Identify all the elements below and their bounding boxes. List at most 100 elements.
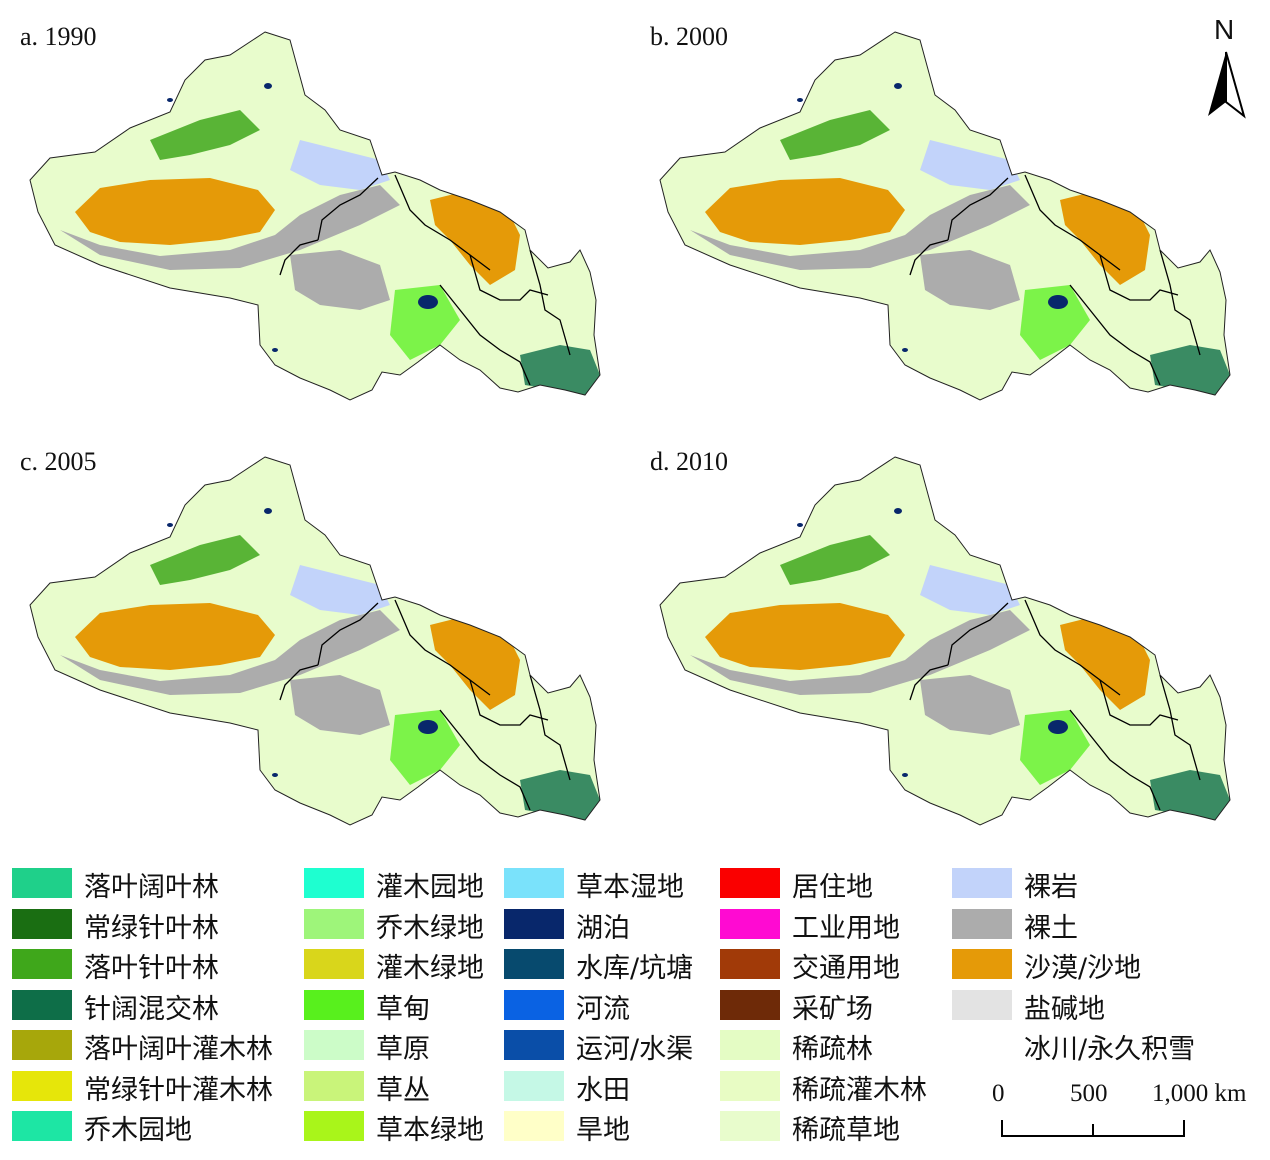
- lake: [797, 523, 803, 527]
- map-panel-2000: b. 2000: [630, 0, 1260, 420]
- bare-rock-area: [920, 140, 1020, 190]
- legend-label: 沙漠/沙地: [1024, 953, 1142, 984]
- scale-tick-label: 0: [992, 1080, 1005, 1107]
- legend-swatch: [952, 989, 1012, 1020]
- province-border: [279, 239, 319, 276]
- lake: [167, 523, 173, 527]
- legend-swatch: [12, 989, 72, 1020]
- bare-soil-area: [690, 185, 1030, 270]
- bare-soil-area: [60, 185, 400, 270]
- region-outline: [29, 456, 601, 826]
- province-border: [1069, 709, 1161, 811]
- scale-tick-label: 1,000 km: [1152, 1080, 1247, 1107]
- legend-label: 常绿针叶林: [84, 912, 219, 944]
- legend-swatch: [720, 1111, 780, 1141]
- bare-rock-area: [290, 565, 390, 615]
- desert-area: [1060, 190, 1150, 285]
- legend-swatch: [504, 989, 564, 1020]
- legend-label: 灌木园地: [376, 872, 484, 903]
- legend-swatch: [504, 949, 564, 979]
- legend-label: 水库/坑塘: [576, 953, 694, 984]
- legend-swatch: [720, 1070, 780, 1101]
- legend-swatch: [720, 1030, 780, 1060]
- legend-swatch: [504, 1070, 564, 1101]
- province-border: [947, 602, 1009, 666]
- desert-area: [430, 190, 520, 285]
- legend-label: 稀疏林: [792, 1034, 873, 1065]
- legend-label: 草本绿地: [376, 1115, 484, 1146]
- legend-swatch: [12, 908, 72, 939]
- lake: [418, 295, 438, 309]
- legend-label: 灌木绿地: [376, 953, 484, 984]
- lake: [418, 720, 438, 734]
- scale-tick-label: 500: [1070, 1080, 1108, 1107]
- legend-label: 草原: [376, 1034, 430, 1065]
- legend-swatch: [304, 868, 364, 898]
- legend-label: 冰川/永久积雪: [1024, 1034, 1196, 1065]
- province-border: [1069, 284, 1161, 386]
- map-image: [659, 456, 1231, 826]
- forest-area: [1150, 345, 1230, 395]
- province-border: [1159, 674, 1201, 781]
- legend-swatch: [504, 908, 564, 939]
- panel-label: a. 1990: [20, 22, 97, 51]
- legend-label: 草丛: [376, 1074, 430, 1106]
- forest-area: [150, 535, 260, 585]
- panel-label: d. 2010: [650, 447, 728, 476]
- legend-label: 乔木园地: [84, 1115, 192, 1146]
- north-arrow-icon: [1208, 51, 1246, 119]
- legend-swatch: [720, 989, 780, 1020]
- forest-area: [780, 110, 890, 160]
- province-border: [1024, 174, 1121, 271]
- lake: [264, 83, 272, 89]
- desert-area: [705, 178, 905, 245]
- province-border: [394, 599, 491, 696]
- lake: [902, 773, 908, 777]
- province-border: [394, 174, 491, 271]
- legend-label: 盐碱地: [1024, 993, 1105, 1025]
- legend-label: 乔木绿地: [376, 912, 484, 944]
- lake: [797, 98, 803, 102]
- bare-soil-area: [690, 610, 1030, 695]
- legend-swatch: [304, 949, 364, 979]
- province-border: [1024, 599, 1121, 696]
- legend-label: 常绿针叶灌木林: [84, 1074, 273, 1106]
- map-panel-2010: d. 2010: [630, 425, 1260, 845]
- map-image: [29, 31, 601, 401]
- north-arrow: N: [1196, 14, 1256, 124]
- map-panel-2005: c. 2005: [0, 425, 630, 845]
- landcover-layer: [60, 535, 600, 820]
- legend-label: 裸岩: [1024, 872, 1078, 903]
- bare-soil-area: [920, 675, 1020, 735]
- lake: [264, 508, 272, 514]
- lake: [1048, 295, 1068, 309]
- forest-area: [780, 535, 890, 585]
- north-label: N: [1214, 14, 1235, 45]
- desert-area: [430, 615, 520, 710]
- lake: [272, 348, 278, 352]
- legend-label: 落叶阔叶林: [84, 872, 219, 903]
- legend-swatch: [12, 949, 72, 979]
- legend-swatch: [504, 1111, 564, 1141]
- forest-area: [150, 110, 260, 160]
- legend-swatch: [952, 868, 1012, 898]
- legend-label: 草本湿地: [576, 872, 684, 903]
- landcover-layer: [690, 110, 1230, 395]
- legend-swatch: [304, 908, 364, 939]
- legend-label: 落叶阔叶灌木林: [84, 1034, 273, 1065]
- province-border: [439, 709, 531, 811]
- legend-label: 稀疏灌木林: [792, 1074, 927, 1106]
- map-image: [29, 456, 601, 826]
- province-border: [1099, 254, 1179, 301]
- legend-label: 运河/水渠: [576, 1034, 694, 1065]
- desert-area: [1060, 615, 1150, 710]
- province-border: [529, 249, 571, 356]
- legend-label: 针阔混交林: [84, 993, 219, 1025]
- desert-area: [705, 603, 905, 670]
- province-border: [469, 254, 549, 301]
- legend-swatch: [304, 989, 364, 1020]
- bare-rock-area: [290, 140, 390, 190]
- forest-area: [1150, 770, 1230, 820]
- legend-label: 工业用地: [792, 912, 900, 944]
- scale-bar: 0 500 1,000 km: [990, 1080, 1270, 1150]
